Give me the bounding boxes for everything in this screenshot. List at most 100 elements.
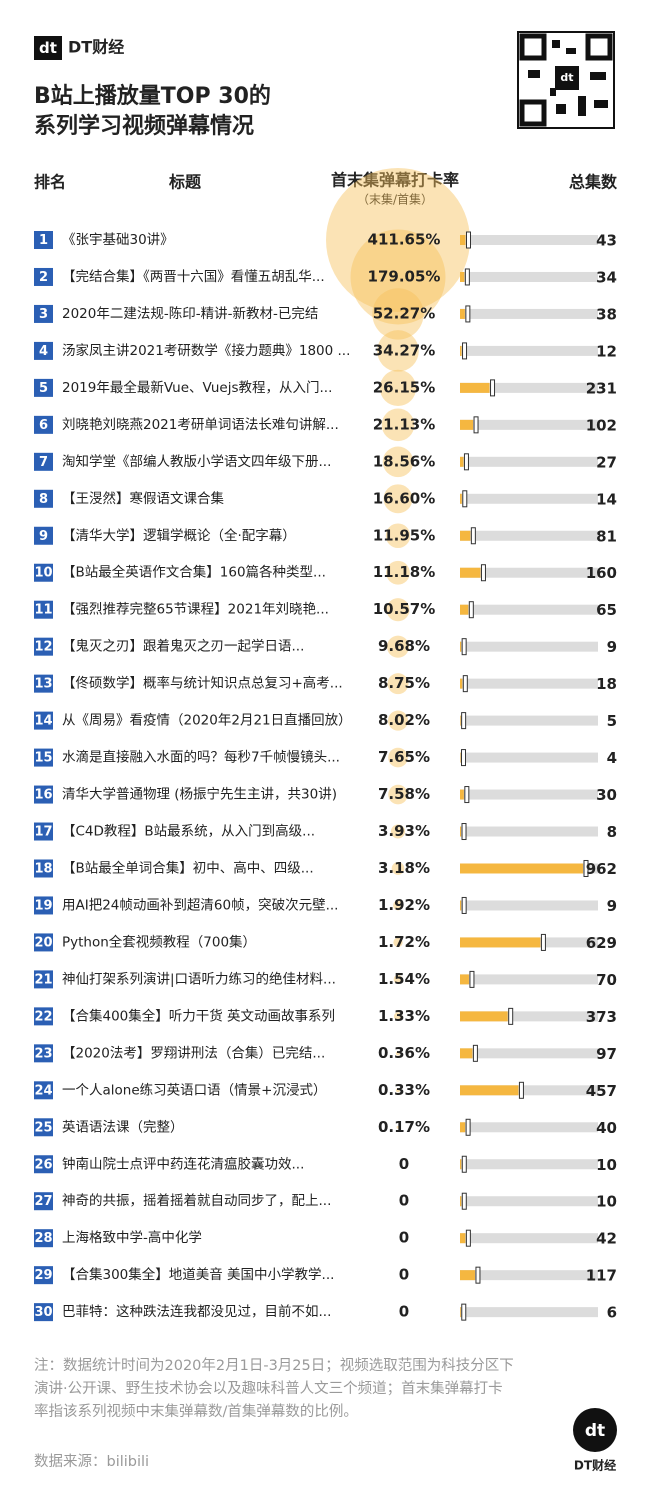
bar-track [460, 456, 598, 467]
bar-cap [475, 1266, 481, 1284]
bar-cap [461, 749, 467, 767]
bar-cap [470, 527, 476, 545]
logo-circle [573, 1408, 617, 1452]
episodes-bar [460, 271, 465, 282]
bar-cap [583, 859, 589, 877]
rate-bubble [372, 288, 424, 340]
episodes-bar [460, 345, 462, 356]
bar-cap [462, 490, 468, 508]
episodes-bar [460, 900, 462, 911]
row-title: 【C4D教程】B站最系统，从入门到高级... [62, 823, 315, 840]
rate-label: 3.93% [378, 822, 430, 840]
rank-box [34, 489, 53, 508]
rank: 13 [34, 677, 52, 692]
bar-track [460, 974, 598, 985]
rank-box [34, 415, 53, 434]
rate-label: 0 [399, 1266, 409, 1284]
bar-cap [461, 638, 467, 656]
rank: 3 [39, 307, 48, 322]
bar-track [460, 900, 598, 911]
brand: DT财经 [574, 1458, 616, 1473]
rank: 15 [34, 751, 52, 766]
episodes: 9 [607, 897, 617, 915]
rate-label: 10.57% [373, 600, 435, 618]
episodes: 27 [596, 453, 617, 471]
row-title: 【清华大学】逻辑学概论（全·配字幕） [62, 527, 296, 544]
row-title: 《张宇基础30讲》 [62, 231, 174, 248]
episodes-bar [460, 1159, 462, 1170]
row-title: 汤家凤主讲2021考研数学《接力题典》1800 ... [62, 342, 350, 359]
episodes-bar [460, 863, 583, 874]
rate-label: 9.68% [378, 637, 430, 655]
episodes-bar [460, 1307, 461, 1318]
rank: 30 [34, 1305, 52, 1320]
episodes: 231 [586, 379, 617, 397]
episodes-bar [460, 1196, 462, 1207]
bar-cap [465, 1118, 471, 1136]
qr-code: dt [517, 31, 615, 129]
row-title: 【2020法考】罗翔讲刑法（合集）已完结... [62, 1045, 325, 1061]
rank-box [34, 378, 53, 397]
rate-label: 11.95% [373, 526, 435, 544]
rate-label: 21.13% [373, 415, 435, 433]
rank: 21 [34, 972, 52, 987]
col-header: 排名 [34, 173, 66, 192]
rank-box [34, 674, 53, 693]
rank-box [34, 1044, 53, 1063]
episodes: 102 [586, 416, 617, 434]
episodes: 629 [586, 934, 617, 952]
episodes-bar [460, 530, 471, 541]
bar-track [460, 235, 598, 245]
rank: 4 [39, 344, 48, 359]
episodes-bar [460, 456, 464, 467]
rate-label: 0 [399, 1229, 409, 1247]
rank: 22 [34, 1009, 52, 1024]
bar-cap [464, 268, 470, 286]
bar-cap [469, 970, 475, 988]
rate-label: 411.65% [368, 231, 441, 249]
row-title: 【完结合集】《两晋十六国》看懂五胡乱华... [62, 269, 325, 285]
episodes: 65 [596, 601, 617, 619]
rank: 10 [34, 566, 52, 581]
rank: 20 [34, 935, 52, 950]
rate-label: 1.54% [378, 970, 430, 988]
row-title: 【强烈推荐完整65节课程】2021年刘晓艳... [62, 602, 329, 618]
episodes: 8 [607, 823, 617, 841]
rate-bubble [396, 1125, 400, 1129]
rank-box [34, 637, 53, 656]
rate-bubble [379, 369, 417, 407]
rate-label: 52.27% [373, 304, 435, 322]
rank: 25 [34, 1120, 52, 1135]
bar-cap [461, 1192, 467, 1210]
rate-bubble [386, 635, 410, 658]
logo-mark: dt [39, 39, 57, 57]
row-title: 刘晓艳刘晓燕2021考研单词语法长难句讲解... [62, 417, 339, 433]
bar-cap [540, 933, 546, 951]
rank: 9 [39, 529, 48, 544]
rank-box [34, 563, 53, 582]
rank-box [34, 822, 53, 841]
episodes-bar [460, 937, 541, 948]
episodes-bar [460, 1011, 508, 1022]
rank: 11 [34, 603, 52, 618]
logo-mark: dt [585, 1421, 605, 1441]
episodes-bar [460, 382, 490, 393]
row-title: 【鬼灭之刃】跟着鬼灭之刃一起学日语... [62, 638, 304, 655]
bar-cap [462, 675, 468, 693]
rate-bubble [393, 937, 403, 948]
bar-track [460, 1048, 598, 1059]
row-title: 【佟硕数学】概率与统计知识点总复习+高考... [62, 675, 343, 692]
rate-bubble [386, 560, 410, 585]
rate-bubble [382, 446, 414, 478]
rate-bubble [388, 747, 408, 768]
bar-track [460, 308, 598, 319]
rank: 2 [39, 270, 48, 285]
row-title: 英语语法课（完整） [62, 1118, 184, 1135]
bar-track [460, 1270, 598, 1281]
row-title: 从《周易》看疫情（2020年2月21日直播回放） [62, 713, 352, 729]
episodes-bar [460, 974, 469, 985]
rank-box [34, 1081, 53, 1100]
note: 注：数据统计时间为2020年2月1日-3月25日；视频选取范围为科技分区下 [34, 1357, 514, 1374]
row-title: 2019年最全最新Vue、Vuejs教程，从入门... [62, 379, 332, 396]
row-title: 巴菲特：这种跌法连我都没见过，目前不如... [62, 1303, 331, 1320]
